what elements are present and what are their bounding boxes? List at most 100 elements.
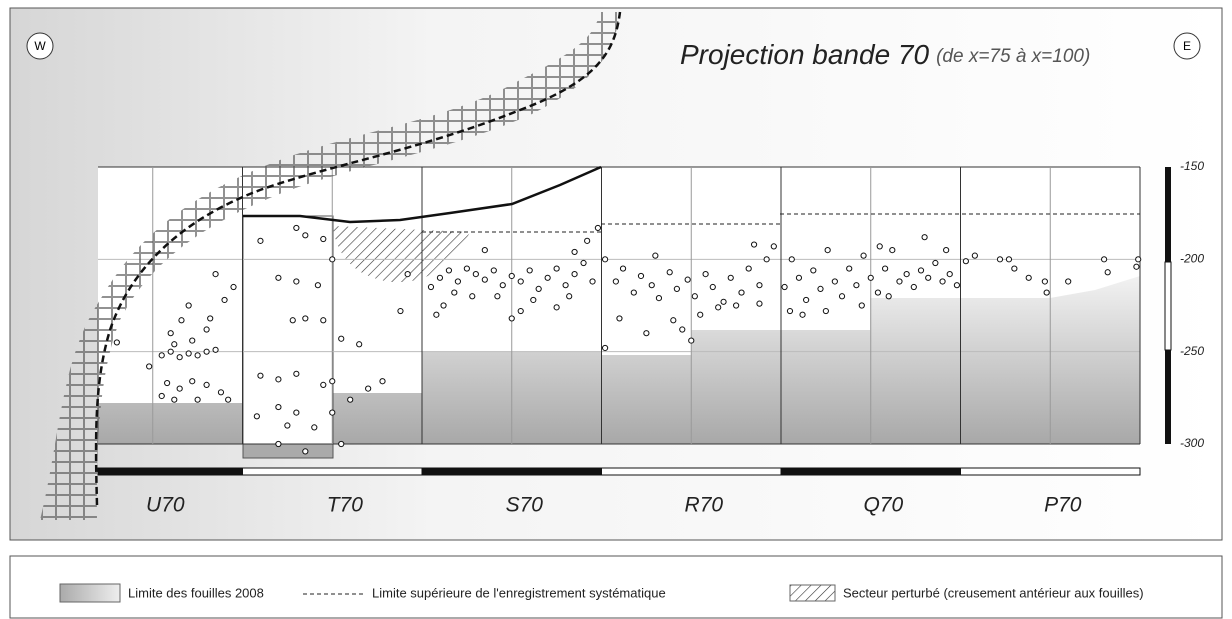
find-point bbox=[535, 285, 542, 292]
find-point bbox=[207, 315, 214, 322]
find-point bbox=[838, 293, 846, 300]
find-point bbox=[320, 235, 327, 243]
find-point bbox=[171, 341, 178, 348]
find-point bbox=[616, 315, 623, 322]
find-point bbox=[379, 378, 386, 385]
find-point bbox=[146, 363, 153, 370]
find-point bbox=[946, 271, 953, 278]
find-point bbox=[566, 293, 573, 300]
find-point bbox=[932, 259, 939, 267]
find-point bbox=[275, 403, 282, 411]
find-point bbox=[786, 307, 794, 315]
find-point bbox=[230, 283, 237, 291]
find-point bbox=[643, 330, 650, 337]
find-point bbox=[702, 271, 709, 278]
find-point bbox=[158, 352, 165, 359]
y-tick-label: -250 bbox=[1180, 344, 1204, 358]
x-tick-label: U70 bbox=[146, 494, 185, 517]
find-point bbox=[481, 276, 488, 283]
find-point bbox=[594, 224, 602, 232]
find-point bbox=[584, 237, 591, 244]
find-point bbox=[810, 267, 817, 274]
find-point bbox=[445, 267, 453, 274]
find-point bbox=[469, 293, 476, 300]
x-tick-label: Q70 bbox=[863, 494, 903, 517]
find-point bbox=[320, 381, 327, 389]
square-bar-segment bbox=[960, 467, 1141, 476]
legend-label: Limite supérieure de l'enregistrement sy… bbox=[372, 585, 666, 600]
square-bar-segment bbox=[780, 467, 961, 476]
find-point bbox=[176, 354, 183, 361]
legend-swatch bbox=[59, 583, 121, 603]
find-point bbox=[1011, 265, 1018, 272]
find-point bbox=[178, 317, 185, 324]
x-tick-label: P70 bbox=[1044, 494, 1082, 517]
square-bar-segment bbox=[601, 467, 782, 476]
find-point bbox=[803, 296, 810, 304]
find-point bbox=[338, 335, 345, 342]
east-label: E bbox=[1183, 39, 1191, 53]
find-point bbox=[329, 409, 336, 416]
find-point bbox=[490, 267, 497, 274]
find-point bbox=[293, 370, 300, 377]
west-circle bbox=[26, 32, 54, 60]
find-point bbox=[433, 311, 440, 318]
find-point bbox=[691, 293, 698, 300]
find-point bbox=[679, 326, 686, 333]
find-point bbox=[673, 285, 680, 292]
find-point bbox=[293, 278, 300, 285]
west-label: W bbox=[34, 39, 46, 53]
find-point bbox=[302, 315, 309, 322]
find-point bbox=[472, 271, 479, 278]
find-point bbox=[996, 256, 1004, 263]
find-point bbox=[571, 248, 578, 256]
find-point bbox=[763, 256, 770, 263]
find-point bbox=[601, 344, 609, 352]
find-point bbox=[212, 346, 219, 353]
square-bar-segment bbox=[242, 467, 423, 476]
find-point bbox=[715, 304, 722, 311]
chart-title: Projection bande 70 bbox=[680, 39, 930, 70]
find-point bbox=[853, 282, 860, 289]
find-point bbox=[589, 278, 596, 285]
find-point bbox=[630, 289, 637, 296]
find-point bbox=[189, 378, 196, 385]
find-point bbox=[185, 302, 192, 309]
find-point bbox=[781, 283, 788, 291]
y-tick-label: -300 bbox=[1180, 436, 1204, 450]
upper-limit bbox=[243, 165, 602, 224]
square-bar bbox=[97, 467, 1141, 476]
find-point bbox=[553, 265, 560, 272]
chart-subtitle: (de x=75 à x=100) bbox=[936, 46, 1090, 67]
find-point bbox=[917, 267, 925, 274]
find-point bbox=[1005, 256, 1013, 263]
find-point bbox=[329, 378, 336, 385]
find-point bbox=[655, 295, 663, 302]
find-point bbox=[338, 440, 345, 448]
find-point bbox=[612, 278, 619, 285]
find-point bbox=[943, 247, 950, 254]
find-point bbox=[397, 307, 404, 315]
find-point bbox=[212, 271, 219, 278]
find-point bbox=[921, 234, 928, 241]
legend-label: Secteur perturbé (creusement antérieur a… bbox=[843, 585, 1144, 600]
find-point bbox=[508, 315, 515, 322]
find-point bbox=[257, 237, 264, 244]
find-point bbox=[221, 296, 228, 304]
find-point bbox=[427, 283, 435, 291]
find-point bbox=[356, 341, 363, 348]
square-bar-segment bbox=[421, 467, 602, 476]
find-point bbox=[530, 296, 537, 304]
find-point bbox=[189, 337, 196, 344]
title: Projection bande 70 (de x=75 à x=100) bbox=[680, 39, 1090, 70]
find-point bbox=[454, 278, 461, 285]
legend-swatch bbox=[789, 584, 836, 602]
legend-box bbox=[9, 555, 1223, 619]
find-point bbox=[275, 274, 282, 281]
find-point bbox=[601, 256, 609, 263]
find-point bbox=[867, 274, 874, 281]
find-point bbox=[1065, 278, 1072, 285]
find-point bbox=[113, 339, 120, 346]
find-point bbox=[882, 265, 889, 272]
